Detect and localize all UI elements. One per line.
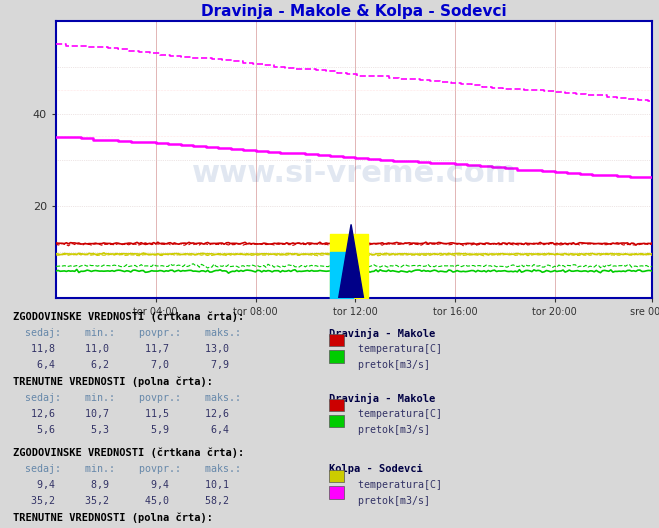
Bar (330, 415, 344, 427)
Polygon shape (339, 224, 364, 298)
Text: pretok[m3/s]: pretok[m3/s] (352, 425, 430, 435)
Text: TRENUTNE VREDNOSTI (polna črta):: TRENUTNE VREDNOSTI (polna črta): (13, 376, 213, 387)
Text: sedaj:    min.:    povpr.:    maks.:: sedaj: min.: povpr.: maks.: (13, 464, 241, 474)
Bar (330, 399, 344, 411)
Text: 12,6     10,7      11,5      12,6: 12,6 10,7 11,5 12,6 (13, 409, 229, 419)
Text: 11,8     11,0      11,7      13,0: 11,8 11,0 11,7 13,0 (13, 344, 229, 354)
Text: temperatura[C]: temperatura[C] (352, 480, 442, 490)
Text: Kolpa - Sodevci: Kolpa - Sodevci (330, 464, 423, 474)
Text: ZGODOVINSKE VREDNOSTI (črtkana črta):: ZGODOVINSKE VREDNOSTI (črtkana črta): (13, 448, 244, 458)
Text: temperatura[C]: temperatura[C] (352, 344, 442, 354)
Title: Dravinja - Makole & Kolpa - Sodevci: Dravinja - Makole & Kolpa - Sodevci (202, 4, 507, 18)
Bar (330, 486, 344, 498)
Text: 35,2     35,2      45,0      58,2: 35,2 35,2 45,0 58,2 (13, 496, 229, 506)
Bar (330, 470, 344, 483)
Text: pretok[m3/s]: pretok[m3/s] (352, 496, 430, 506)
Text: www.si-vreme.com: www.si-vreme.com (192, 159, 517, 188)
Text: sedaj:    min.:    povpr.:    maks.:: sedaj: min.: povpr.: maks.: (13, 393, 241, 403)
Text: Dravinja - Makole: Dravinja - Makole (330, 328, 436, 339)
Bar (330, 334, 344, 346)
Text: TRENUTNE VREDNOSTI (polna črta):: TRENUTNE VREDNOSTI (polna črta): (13, 513, 213, 523)
Text: Dravinja - Makole: Dravinja - Makole (330, 393, 436, 404)
Bar (330, 351, 344, 363)
Text: 5,6      5,3       5,9       6,4: 5,6 5,3 5,9 6,4 (13, 425, 229, 435)
Text: pretok[m3/s]: pretok[m3/s] (352, 360, 430, 370)
Text: ZGODOVINSKE VREDNOSTI (črtkana črta):: ZGODOVINSKE VREDNOSTI (črtkana črta): (13, 312, 244, 322)
Text: sedaj:    min.:    povpr.:    maks.:: sedaj: min.: povpr.: maks.: (13, 328, 241, 338)
Text: 9,4      8,9       9,4      10,1: 9,4 8,9 9,4 10,1 (13, 480, 229, 490)
Text: 6,4      6,2       7,0       7,9: 6,4 6,2 7,0 7,9 (13, 360, 229, 370)
Text: temperatura[C]: temperatura[C] (352, 409, 442, 419)
